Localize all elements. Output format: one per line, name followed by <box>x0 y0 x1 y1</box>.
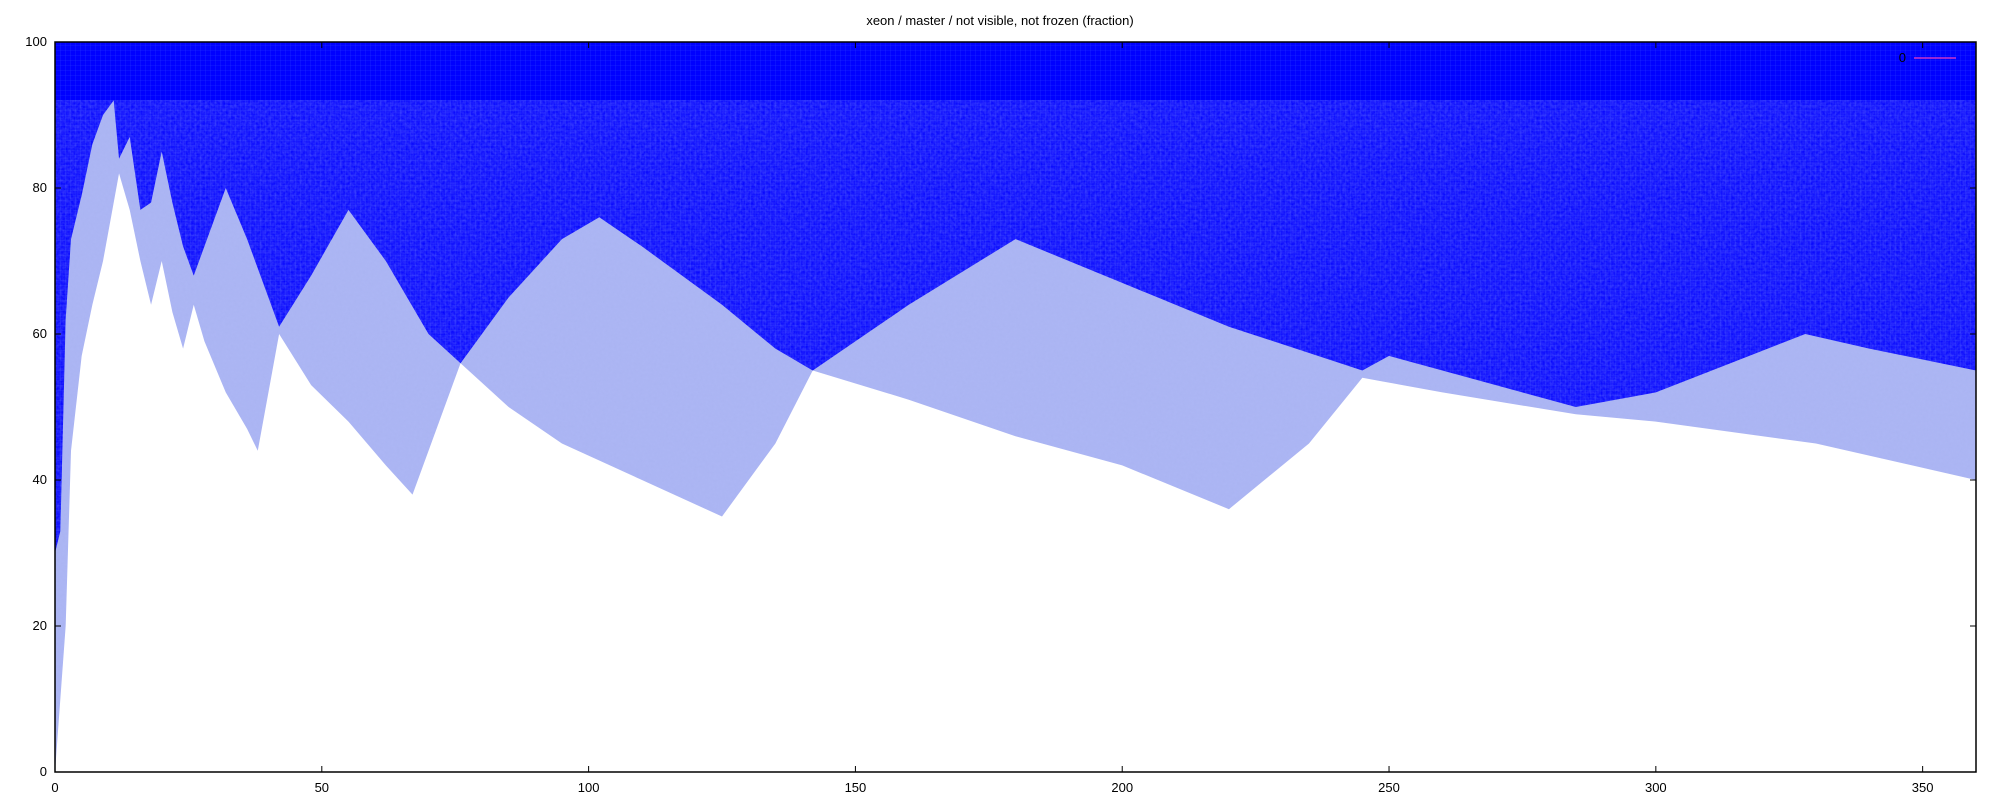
x-tick-label: 350 <box>1912 780 1934 795</box>
y-tick-label: 100 <box>25 34 47 49</box>
x-tick-label: 0 <box>51 780 58 795</box>
x-tick-label: 100 <box>578 780 600 795</box>
y-tick-label: 80 <box>33 180 47 195</box>
x-tick-label: 250 <box>1378 780 1400 795</box>
chart-title: xeon / master / not visible, not frozen … <box>866 13 1133 28</box>
x-tick-label: 50 <box>315 780 329 795</box>
y-tick-label: 20 <box>33 618 47 633</box>
plot-frame <box>54 41 1977 773</box>
y-tick-label: 40 <box>33 472 47 487</box>
legend-label: 0 <box>1899 50 1906 65</box>
y-tick-label: 0 <box>40 764 47 779</box>
x-tick-label: 150 <box>845 780 867 795</box>
empty-region <box>55 173 1976 772</box>
x-tick-label: 300 <box>1645 780 1667 795</box>
y-tick-label: 60 <box>33 326 47 341</box>
x-tick-label: 200 <box>1111 780 1133 795</box>
